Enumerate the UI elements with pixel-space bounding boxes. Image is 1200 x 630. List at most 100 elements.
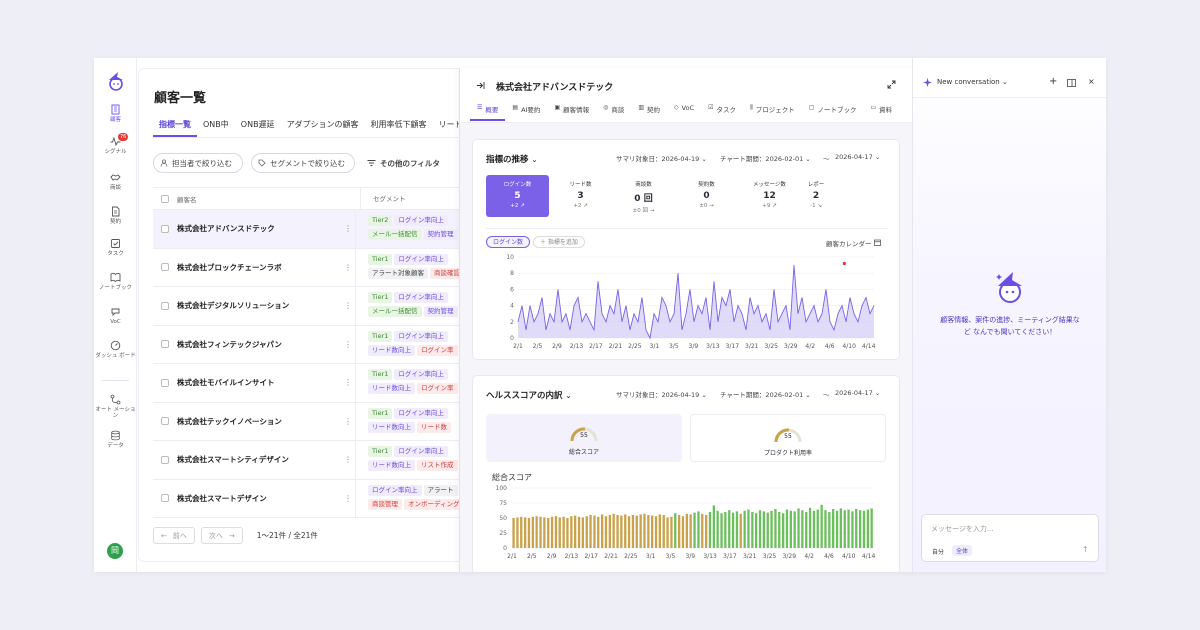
product-usage-tile[interactable]: 55 プロダクト利用率	[690, 414, 886, 462]
more-options-icon[interactable]: ⋮	[344, 224, 352, 234]
kpi-tile[interactable]: ログイン数 5 +2 ↗	[486, 175, 549, 217]
health-card-title[interactable]: ヘルススコアの内訳 ⌄	[486, 389, 571, 401]
more-options-icon[interactable]: ⋮	[344, 493, 352, 503]
table-row[interactable]: 株式会社アドバンスドテック ⋮ Tier2 ログイン率向上 メール一括配信 契約管理	[153, 210, 469, 249]
window-icon[interactable]	[1067, 79, 1076, 87]
rail-item-5[interactable]: ノートブック	[94, 272, 137, 291]
customer-calendar-button[interactable]: 顧客カレンダー	[826, 238, 881, 248]
customer-name[interactable]: 株式会社アドバンスドテック	[177, 224, 275, 234]
kpi-tile[interactable]: 契約数 0 ±0 →	[675, 175, 738, 217]
row-checkbox[interactable]	[161, 378, 169, 387]
collapse-panel-icon[interactable]	[476, 81, 485, 90]
metrics-card-title[interactable]: 指標の推移 ⌄	[486, 153, 537, 165]
table-row[interactable]: 株式会社テックイノベーション ⋮ Tier1 ログイン率向上 リード数向上 リード数	[153, 402, 469, 441]
table-row[interactable]: 株式会社スマートデザイン ⋮ ログイン率向上 アラート 商談管理 オンボーディング	[153, 479, 469, 518]
rail-item-0[interactable]: 顧客	[94, 104, 137, 123]
metrics-chart-period[interactable]: チャート期間：2026-02-01 ⌄	[720, 155, 811, 163]
detail-tab-0[interactable]: ☰ 概要	[470, 104, 506, 121]
segment-filter-button[interactable]: セグメントで絞り込む	[251, 153, 355, 173]
score-bar	[535, 516, 538, 548]
chat-input-box[interactable]: メッセージを入力... 自分 全体 ↑	[921, 514, 1099, 562]
rail-item-7[interactable]: ダッシュ ボード	[94, 340, 137, 359]
close-icon[interactable]: ×	[1088, 77, 1095, 86]
rail-item-4[interactable]: タスク	[94, 238, 137, 257]
scope-self-toggle[interactable]: 自分	[932, 549, 945, 556]
detail-tab-4[interactable]: ▥ 契約	[631, 104, 667, 121]
kpi-tile[interactable]: レポー 2 -1 ↘	[801, 175, 831, 217]
customer-calendar-label: 顧客カレンダー	[826, 240, 872, 248]
row-checkbox[interactable]	[161, 455, 169, 464]
row-checkbox[interactable]	[161, 340, 169, 349]
detail-tab-8[interactable]: ▢ ノートブック	[802, 104, 864, 121]
book-icon	[110, 272, 121, 283]
rail-item-9[interactable]: データ	[94, 430, 137, 449]
rail-item-1[interactable]: シグナル 76	[94, 133, 137, 155]
health-end-date[interactable]: 2026-04-17 ⌄	[835, 389, 881, 397]
detail-tab-2[interactable]: ▣ 顧客情報	[547, 104, 596, 121]
rail-item-6[interactable]: VoC	[94, 306, 137, 325]
customer-name[interactable]: 株式会社モバイルインサイト	[177, 378, 275, 388]
detail-tab-3[interactable]: ◎ 商談	[596, 104, 631, 121]
next-page-button[interactable]: 次へ →	[200, 527, 243, 544]
scope-all-toggle[interactable]: 全体	[952, 545, 973, 556]
list-tab-0[interactable]: 指標一覧	[153, 119, 197, 137]
more-options-icon[interactable]: ⋮	[344, 262, 352, 272]
expand-icon[interactable]	[887, 80, 896, 89]
table-row[interactable]: 株式会社ブロックチェーンラボ ⋮ Tier1 ログイン率向上 アラート対象顧客 商談確認	[153, 248, 469, 287]
rail-item-3[interactable]: 契約	[94, 206, 137, 225]
other-filter-button[interactable]: その他のフィルタ	[361, 153, 453, 173]
list-tab-3[interactable]: アダプションの顧客	[286, 120, 359, 129]
new-chat-plus-icon[interactable]: +	[1049, 76, 1058, 87]
row-checkbox[interactable]	[161, 301, 169, 310]
list-tab-5[interactable]: リード	[438, 120, 463, 129]
detail-tab-6[interactable]: ☑ タスク	[701, 104, 743, 121]
row-checkbox[interactable]	[161, 263, 169, 272]
more-options-icon[interactable]: ⋮	[344, 416, 352, 426]
list-tab-2[interactable]: ONB遅延	[240, 120, 275, 129]
send-arrow-icon[interactable]: ↑	[1082, 545, 1089, 554]
rail-item-8[interactable]: オート メーション	[94, 394, 137, 420]
total-score-tile[interactable]: 55 総合スコア	[486, 414, 682, 462]
metrics-end-date[interactable]: 2026-04-17 ⌄	[835, 153, 881, 161]
select-all-checkbox[interactable]	[161, 194, 169, 203]
row-checkbox[interactable]	[161, 494, 169, 503]
kpi-tile[interactable]: メッセージ数 12 +9 ↗	[738, 175, 801, 217]
list-tab-1[interactable]: ONB中	[203, 120, 229, 129]
score-bar	[643, 513, 646, 548]
chat-input-placeholder[interactable]: メッセージを入力...	[931, 525, 994, 533]
wizard-logo-icon[interactable]	[105, 70, 127, 92]
metrics-summary-date[interactable]: サマリ対象日：2026-04-19 ⌄	[616, 155, 707, 163]
detail-tab-5[interactable]: ◇ VoC	[667, 104, 701, 121]
customer-name[interactable]: 株式会社ブロックチェーンラボ	[177, 262, 282, 272]
table-row[interactable]: 株式会社フィンテックジャパン ⋮ Tier1 ログイン率向上 リード数向上 ログイン率	[153, 325, 469, 364]
prev-page-button[interactable]: ← 前へ	[153, 527, 195, 544]
kpi-tile[interactable]: 商談数 0 回 ±0 回 →	[612, 175, 675, 217]
customer-name[interactable]: 株式会社フィンテックジャパン	[177, 339, 282, 349]
table-row[interactable]: 株式会社スマートシティデザイン ⋮ Tier1 ログイン率向上 リード数向上 リスト作成	[153, 441, 469, 480]
detail-tab-1[interactable]: ▤ AI要約	[505, 104, 547, 121]
customer-name[interactable]: 株式会社テックイノベーション	[177, 416, 282, 426]
health-chart-period[interactable]: チャート期間：2026-02-01 ⌄	[720, 391, 811, 399]
customer-name[interactable]: 株式会社デジタルソリューション	[177, 301, 290, 311]
more-options-icon[interactable]: ⋮	[344, 339, 352, 349]
kpi-tile[interactable]: リード数 3 +2 ↗	[549, 175, 612, 217]
detail-tab-9[interactable]: ▭ 資料	[863, 104, 899, 121]
row-checkbox[interactable]	[161, 417, 169, 426]
health-summary-date[interactable]: サマリ対象日：2026-04-19 ⌄	[616, 391, 707, 399]
more-options-icon[interactable]: ⋮	[344, 301, 352, 311]
more-options-icon[interactable]: ⋮	[344, 378, 352, 388]
customer-name[interactable]: 株式会社スマートシティデザイン	[177, 455, 289, 465]
rail-item-2[interactable]: 商談	[94, 172, 137, 191]
table-row[interactable]: 株式会社デジタルソリューション ⋮ Tier1 ログイン率向上 メール一括配信 契約管理	[153, 287, 469, 326]
row-checkbox[interactable]	[161, 224, 169, 233]
add-metric-chip[interactable]: ＋ 指標を追加	[533, 236, 585, 248]
more-options-icon[interactable]: ⋮	[344, 455, 352, 465]
assignee-filter-button[interactable]: 担当者で絞り込む	[153, 153, 243, 173]
customer-name[interactable]: 株式会社スマートデザイン	[177, 493, 267, 503]
detail-tab-7[interactable]: ⫼ プロジェクト	[743, 104, 802, 121]
user-avatar[interactable]: 岡	[107, 543, 123, 559]
list-tab-4[interactable]: 利用率低下顧客	[370, 120, 427, 129]
table-row[interactable]: 株式会社モバイルインサイト ⋮ Tier1 ログイン率向上 リード数向上 ログイン率	[153, 364, 469, 403]
conversation-selector[interactable]: New conversation ⌄	[937, 78, 1008, 86]
login-metric-chip[interactable]: ログイン数	[486, 236, 531, 248]
